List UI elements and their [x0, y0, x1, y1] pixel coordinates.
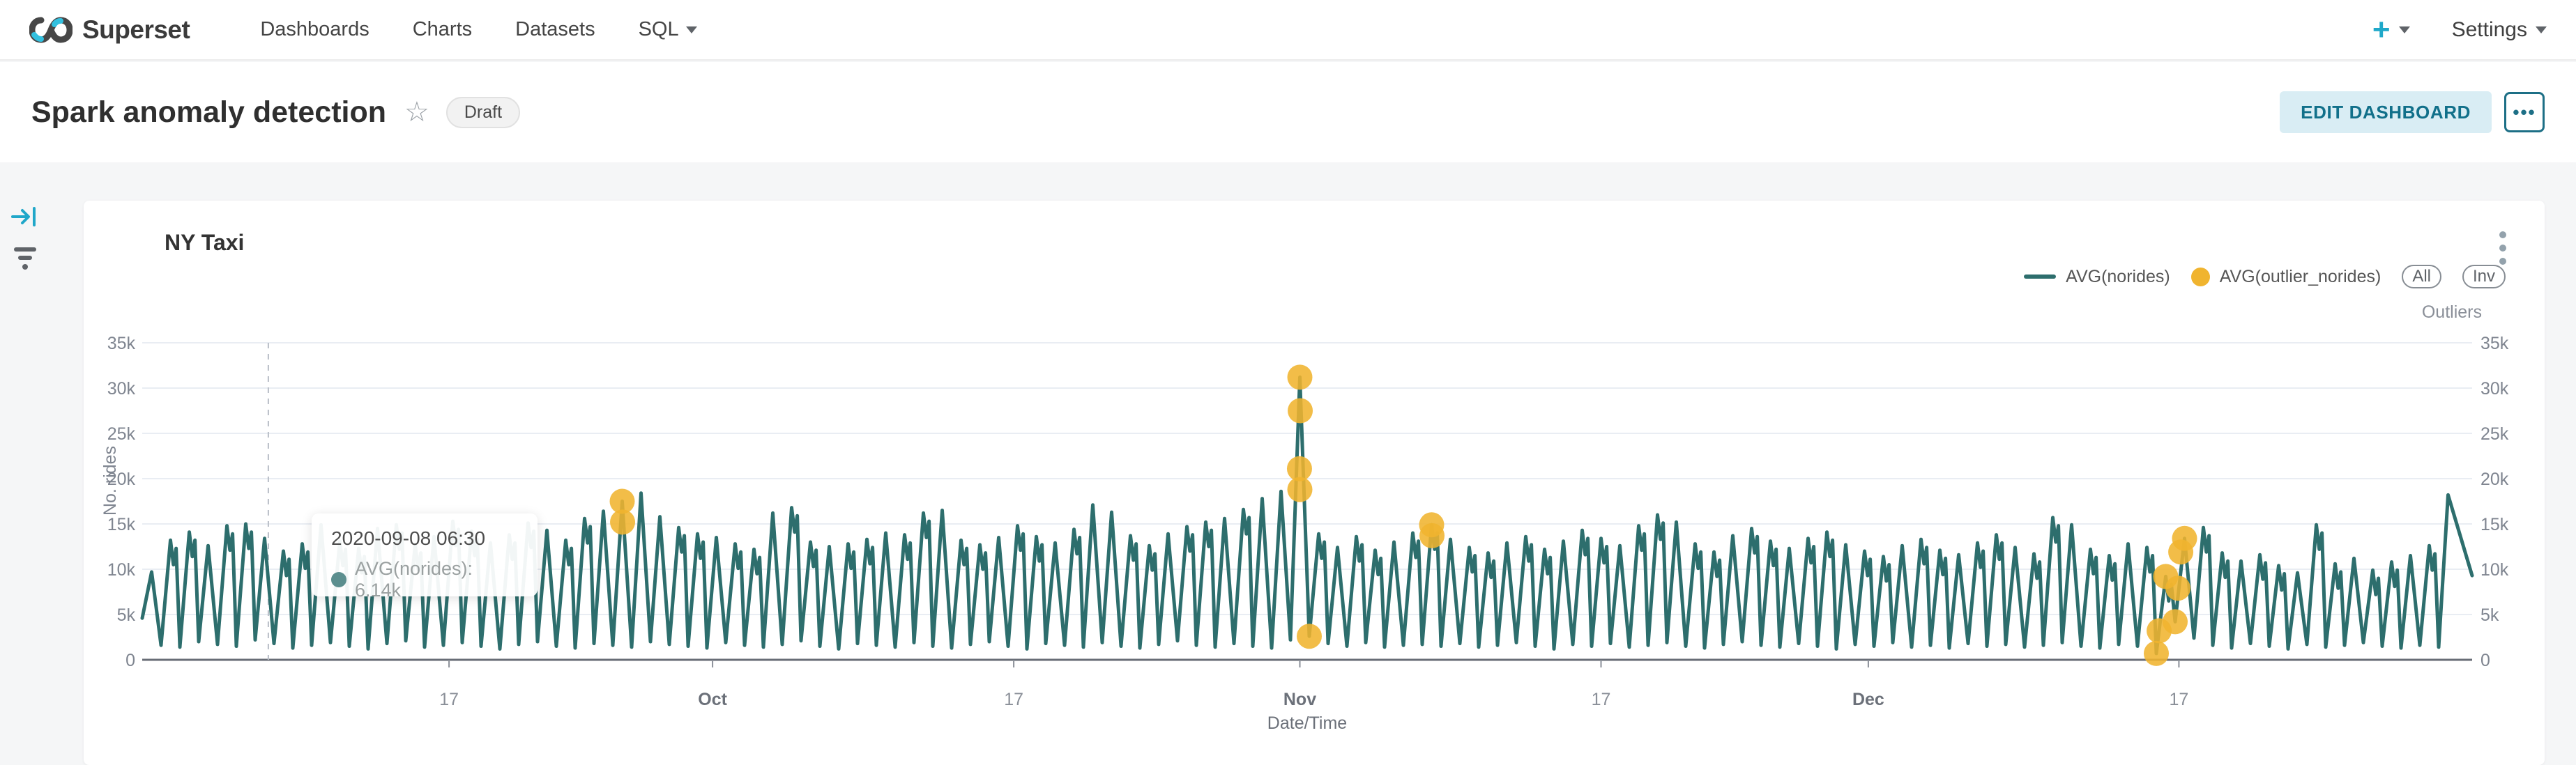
chart-tooltip: 2020-09-08 06:30 AVG(norides): 6.14k [312, 513, 538, 601]
legend-all-button[interactable]: All [2402, 265, 2441, 288]
superset-logo[interactable]: Superset [29, 15, 190, 45]
dot-swatch-icon [2190, 267, 2210, 286]
brand-name: Superset [82, 15, 190, 44]
settings-menu[interactable]: Settings [2452, 18, 2547, 42]
tooltip-series-dot-icon [331, 572, 346, 587]
dashboard-title-bar: Spark anomaly detection ☆ Draft EDIT DAS… [0, 62, 2576, 162]
edit-dashboard-button[interactable]: EDIT DASHBOARD [2280, 91, 2492, 133]
filter-rail [0, 162, 82, 737]
nav-datasets[interactable]: Datasets [515, 18, 595, 40]
chart-title: NY Taxi [165, 230, 245, 255]
legend-item-outlier-norides[interactable]: AVG(outlier_norides) [2190, 267, 2381, 287]
expand-filter-bar-icon[interactable] [10, 203, 40, 231]
tooltip-value: AVG(norides): 6.14k [355, 558, 473, 601]
superset-infinity-icon [29, 16, 73, 43]
tooltip-date: 2020-09-08 06:30 [331, 527, 486, 549]
nav-sql[interactable]: SQL [639, 18, 697, 41]
legend-inv-button[interactable]: Inv [2462, 265, 2506, 288]
status-badge: Draft [445, 96, 521, 128]
settings-label: Settings [2451, 17, 2527, 41]
new-item-button[interactable]: + [2372, 12, 2410, 47]
page-title: Spark anomaly detection [31, 95, 386, 129]
nav-dashboards[interactable]: Dashboards [260, 18, 369, 40]
chart-legend: AVG(norides) AVG(outlier_norides) All In… [2024, 265, 2506, 288]
line-swatch-icon [2024, 275, 2057, 279]
app-header: Superset Dashboards Charts Datasets SQL … [0, 0, 2576, 61]
chevron-down-icon [2398, 26, 2410, 33]
nav-charts[interactable]: Charts [412, 18, 473, 40]
legend-item-norides[interactable]: AVG(norides) [2024, 267, 2170, 287]
chart-kebab-menu-icon[interactable] [2489, 229, 2517, 268]
chevron-down-icon [2536, 26, 2547, 33]
right-axis-title: Outliers [2421, 302, 2482, 322]
plus-icon: + [2372, 12, 2391, 47]
filter-icon[interactable] [10, 245, 40, 272]
chevron-down-icon [685, 26, 697, 33]
chart-panel-ny-taxi: NY Taxi AVG(norides) AVG(outlier_norides… [84, 201, 2545, 765]
more-options-button[interactable]: ••• [2504, 92, 2545, 132]
favorite-star-icon[interactable]: ☆ [404, 97, 429, 128]
